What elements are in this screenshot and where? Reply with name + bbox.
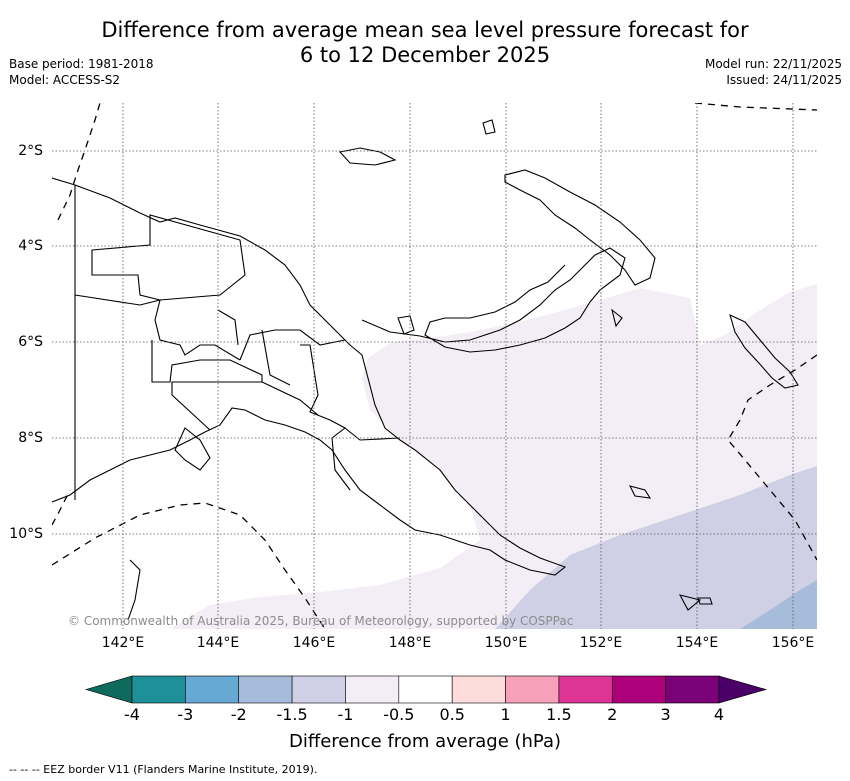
colorbar-cell [291,675,346,704]
lon-label: 142°E [101,635,145,651]
issued-date: Issued: 24/11/2025 [726,73,842,87]
model-name: Model: ACCESS-S2 [9,73,121,87]
colorbar-tick-label: -0.5 [383,705,415,724]
chart-title: Difference from average mean sea level p… [0,18,850,68]
anomaly-band-neg15 [495,466,817,629]
colorbar-cell [665,675,720,704]
lon-label: 146°E [292,635,336,651]
lat-label: 10°S [9,526,43,542]
colorbar-tick-label: 0.5 [439,705,465,724]
eez-border [52,103,817,629]
colorbar-tick-label: -1.5 [276,705,308,724]
lat-label: 4°S [18,238,43,254]
colorbar-arrow-low [84,675,133,704]
copyright-notice: © Commonwealth of Australia 2025, Bureau… [68,614,574,628]
colorbar-cell [451,675,506,704]
eez-footnote: -- -- -- EEZ border V11 (Flanders Marine… [9,763,318,776]
lon-label: 152°E [579,635,623,651]
colorbar-tick-label: 1.5 [546,705,572,724]
colorbar-title: Difference from average (hPa) [288,731,562,752]
colorbar-tick-label: 1 [500,705,511,724]
lat-label: 6°S [18,334,43,350]
coastline [52,119,799,621]
colorbar-cell [558,675,613,704]
lon-label: 150°E [484,635,528,651]
colorbar-cell [505,675,560,704]
title-line-1: Difference from average mean sea level p… [101,18,749,42]
meta-right: Model run: 22/11/2025 Issued: 24/11/2025 [705,56,842,88]
colorbar-cell [238,675,293,704]
graticule [52,103,817,629]
anomaly-band-neg2 [740,580,817,629]
colorbar-cell [185,675,240,704]
lat-label: 8°S [18,430,43,446]
colorbar-arrow-high [718,675,768,704]
colorbar-tick-label: -3 [177,705,194,724]
lon-label: 148°E [388,635,432,651]
title-line-2: 6 to 12 December 2025 [299,43,551,67]
lon-label: 156°E [771,635,815,651]
colorbar-tick-label: 4 [713,705,725,724]
meta-left: Base period: 1981-2018 Model: ACCESS-S2 [9,56,154,88]
lon-label: 154°E [675,635,719,651]
lat-label: 2°S [18,143,43,159]
colorbar-cell [345,675,400,704]
colorbar-tick-label: -1 [337,705,354,724]
colorbar-cell [398,675,453,704]
colorbar-tick-label: -4 [124,705,140,724]
model-run: Model run: 22/11/2025 [704,57,842,71]
lon-label: 144°E [196,635,240,651]
colorbar-tick-label: 3 [660,705,671,724]
colorbar-cell [131,675,186,704]
colorbar-tick-label: 2 [607,705,618,724]
colorbar-tick-label: -2 [230,705,247,724]
base-period: Base period: 1981-2018 [9,57,154,71]
colorbar-cell [611,675,666,704]
